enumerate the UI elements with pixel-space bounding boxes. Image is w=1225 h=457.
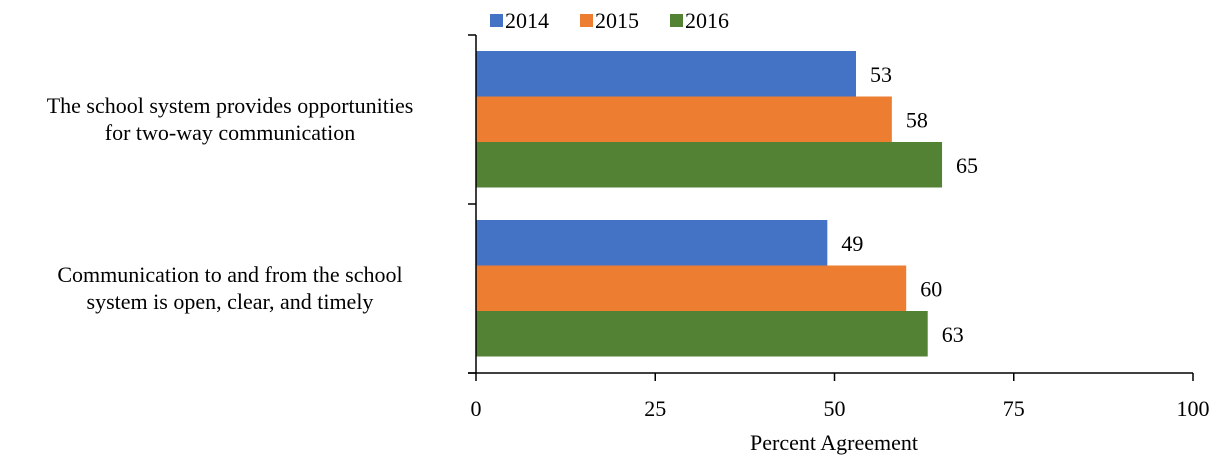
legend-swatch-2016 [670, 14, 683, 27]
legend-label-2016: 2016 [685, 8, 729, 33]
x-tick-label: 25 [644, 396, 666, 421]
x-tick-label: 100 [1177, 396, 1210, 421]
bar-2014-cat1 [476, 51, 857, 97]
legend-label-2014: 2014 [505, 8, 549, 33]
axes: 0 25 50 75 100 [468, 34, 1210, 421]
bar-2016-cat1 [476, 142, 943, 188]
x-tick-label: 75 [1003, 396, 1025, 421]
category-label: Communication to and from the school [57, 262, 402, 287]
legend-label-2015: 2015 [595, 8, 639, 33]
data-label-2014-cat1: 53 [870, 62, 892, 87]
legend-swatch-2015 [580, 14, 593, 27]
x-tick-label: 0 [471, 396, 482, 421]
bars [476, 51, 943, 357]
x-axis-title: Percent Agreement [750, 430, 918, 455]
bar-2016-cat2 [476, 311, 928, 357]
data-label-2016-cat2: 63 [942, 322, 964, 347]
data-label-2014-cat2: 49 [841, 231, 863, 256]
category-label: The school system provides opportunities [47, 93, 414, 118]
data-label-2015-cat1: 58 [906, 107, 928, 132]
category-label: system is open, clear, and timely [87, 289, 374, 314]
bar-2015-cat2 [476, 265, 907, 311]
category-labels: The school system provides opportunities… [47, 93, 414, 314]
legend: 2014 2015 2016 [490, 8, 729, 33]
bar-2015-cat1 [476, 96, 892, 142]
legend-swatch-2014 [490, 14, 503, 27]
data-label-2015-cat2: 60 [920, 276, 942, 301]
bar-2014-cat2 [476, 220, 828, 266]
data-label-2016-cat1: 65 [956, 153, 978, 178]
category-label: for two-way communication [105, 120, 356, 145]
x-tick-label: 50 [824, 396, 846, 421]
